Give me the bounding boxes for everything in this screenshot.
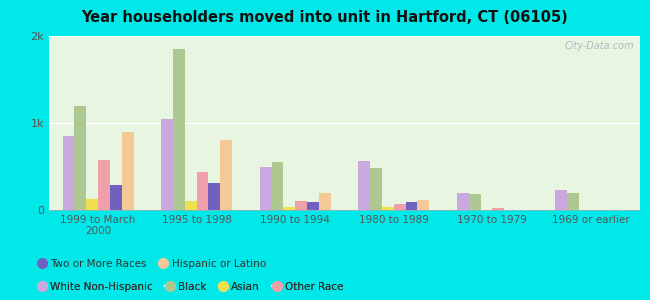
Bar <box>370 168 382 210</box>
Bar <box>98 160 110 210</box>
Bar <box>185 201 196 210</box>
Bar <box>122 132 133 210</box>
Bar <box>567 193 579 210</box>
Bar <box>74 106 86 210</box>
Bar <box>358 161 370 210</box>
Bar <box>283 207 295 210</box>
Legend: White Non-Hispanic, Black, Asian, Other Race: White Non-Hispanic, Black, Asian, Other … <box>38 282 343 292</box>
Bar <box>173 49 185 210</box>
Bar <box>295 201 307 210</box>
Legend: Two or More Races, Hispanic or Latino: Two or More Races, Hispanic or Latino <box>38 259 266 269</box>
Text: City-Data.com: City-Data.com <box>565 41 634 51</box>
Bar <box>196 172 209 210</box>
Bar <box>260 167 272 210</box>
Bar <box>161 119 173 210</box>
Bar <box>492 208 504 210</box>
Bar <box>406 202 417 210</box>
Bar <box>272 162 283 210</box>
Bar <box>556 190 567 210</box>
Text: Year householders moved into unit in Hartford, CT (06105): Year householders moved into unit in Har… <box>82 11 568 26</box>
Bar <box>417 200 429 210</box>
Bar <box>220 140 232 210</box>
Bar <box>209 183 220 210</box>
Bar <box>319 193 331 210</box>
Bar <box>307 202 319 210</box>
Bar <box>110 185 122 210</box>
Bar <box>382 207 394 210</box>
Bar <box>457 193 469 210</box>
Bar <box>86 199 98 210</box>
Bar <box>62 136 74 210</box>
Bar <box>469 194 480 210</box>
Bar <box>394 204 406 210</box>
